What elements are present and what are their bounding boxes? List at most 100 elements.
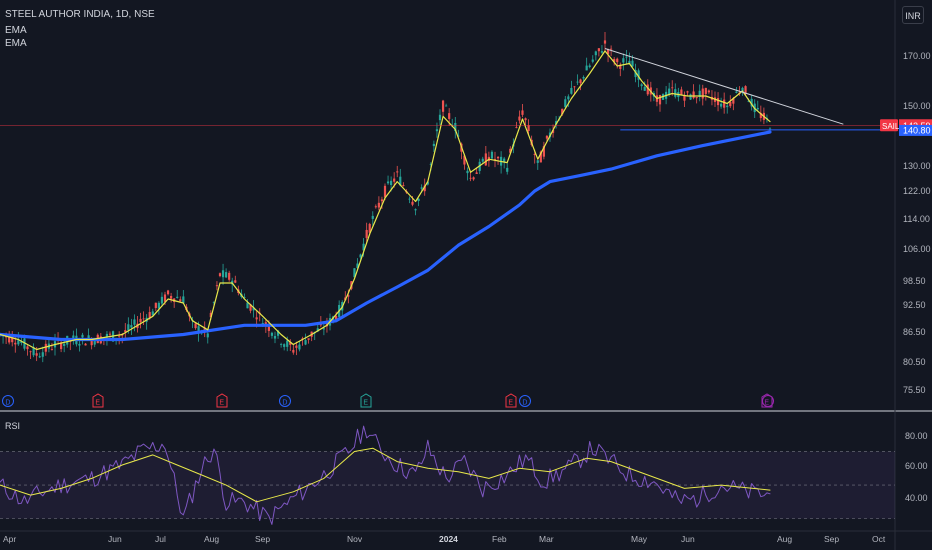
candle-body <box>127 324 130 331</box>
candle-body <box>533 153 536 155</box>
candle-body <box>252 307 255 311</box>
candle-body <box>573 86 576 88</box>
candle-body <box>600 51 604 53</box>
price-tick-label: 106.00 <box>903 244 931 254</box>
candle-body <box>686 91 689 93</box>
event-marker-dividend <box>2 395 14 407</box>
candle-body <box>441 100 445 112</box>
candle-body <box>151 311 154 316</box>
candle-body <box>124 330 127 333</box>
candle-body <box>182 296 185 304</box>
candle-body <box>448 113 451 119</box>
candle-body <box>658 94 662 105</box>
candle-body <box>445 105 448 107</box>
candle-body <box>551 130 555 133</box>
candle-body <box>579 79 582 84</box>
event-marker-label: E <box>764 400 769 407</box>
candle-body <box>606 49 610 55</box>
candle-body <box>564 99 567 108</box>
candle-body <box>680 89 683 95</box>
candle-body <box>524 118 527 121</box>
time-tick-label: 2024 <box>439 534 458 544</box>
candle-body <box>472 177 475 180</box>
event-marker-label: D <box>282 400 287 407</box>
event-marker-earnings <box>360 393 372 408</box>
candle-body <box>594 51 597 56</box>
time-tick-label: Aug <box>777 534 792 544</box>
candle-body <box>741 87 744 92</box>
candle-body <box>81 334 84 338</box>
candle-body <box>243 297 246 299</box>
candle-body <box>732 98 735 104</box>
candle-body <box>371 215 374 219</box>
candle-body <box>582 76 585 79</box>
candle-body <box>246 302 249 309</box>
candle-body <box>735 91 738 93</box>
candle-body <box>283 344 286 347</box>
candle-body <box>362 243 365 251</box>
candle-body <box>374 206 377 208</box>
rsi-tick-label: 60.00 <box>905 461 928 471</box>
candle-body <box>14 342 17 345</box>
candle-body <box>270 332 274 336</box>
candle-body <box>228 272 231 280</box>
candle-body <box>695 97 698 99</box>
candle-body <box>38 356 41 358</box>
candle-body <box>671 87 674 89</box>
level-price-tag <box>899 124 932 136</box>
candle-body <box>63 343 66 346</box>
candle-body <box>701 88 704 99</box>
time-tick-label: Sep <box>255 534 270 544</box>
candle-body <box>506 167 509 172</box>
candle-body <box>625 56 628 58</box>
event-marker-earnings <box>92 393 104 408</box>
candle-body <box>726 105 729 108</box>
price-tick-label: 150.00 <box>903 101 931 111</box>
candle-body <box>41 352 44 357</box>
candle-body <box>142 318 145 320</box>
candle-body <box>393 178 396 182</box>
candle-body <box>335 315 338 320</box>
time-tick-label: Apr <box>3 534 16 544</box>
candle-body <box>750 98 753 107</box>
event-marker-label: D <box>522 400 527 407</box>
candle-body <box>316 328 319 332</box>
candle-body <box>643 86 646 91</box>
price-tick-label: 92.50 <box>903 300 926 310</box>
candle-body <box>386 181 390 184</box>
candle-body <box>597 48 600 52</box>
candle-body <box>723 99 726 108</box>
candle-body <box>619 64 622 69</box>
candle-body <box>759 113 762 119</box>
candle-body <box>218 273 222 277</box>
candle-body <box>90 339 93 346</box>
candle-body <box>527 125 530 131</box>
candle-body <box>408 198 411 200</box>
candle-body <box>307 338 310 340</box>
candle-body <box>353 268 356 278</box>
candle-body <box>668 88 671 95</box>
candle-body <box>194 323 197 329</box>
time-tick-label: Jun <box>108 534 122 544</box>
candle-body <box>518 116 521 121</box>
candle-body <box>118 335 121 337</box>
candle-body <box>380 199 384 202</box>
currency-button[interactable]: INR <box>902 6 924 24</box>
candle-body <box>84 343 87 346</box>
candle-body <box>716 98 720 106</box>
candle-body <box>509 148 512 153</box>
candle-body <box>225 272 228 278</box>
candle-body <box>591 59 594 62</box>
candle-body <box>179 299 182 302</box>
candle-body <box>20 341 23 344</box>
candle-body <box>640 84 643 87</box>
candle-body <box>292 349 295 353</box>
rsi-line <box>0 425 771 525</box>
candle-body <box>689 94 692 100</box>
candle-body <box>432 143 435 147</box>
candle-body <box>249 304 252 311</box>
candle-body <box>130 325 133 328</box>
candle-body <box>197 326 200 334</box>
candle-body <box>481 158 484 162</box>
